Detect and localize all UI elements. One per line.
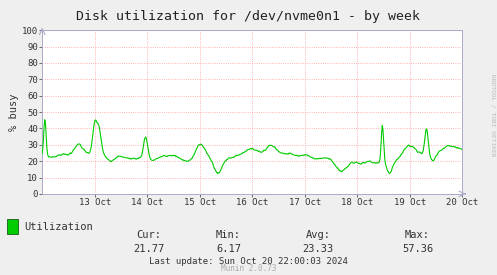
Text: Munin 2.0.73: Munin 2.0.73: [221, 264, 276, 273]
Text: Max:: Max:: [405, 230, 430, 240]
Text: Cur:: Cur:: [137, 230, 162, 240]
Text: 57.36: 57.36: [402, 244, 433, 254]
Text: 23.33: 23.33: [303, 244, 333, 254]
Y-axis label: % busy: % busy: [9, 93, 19, 131]
Text: Last update: Sun Oct 20 22:00:03 2024: Last update: Sun Oct 20 22:00:03 2024: [149, 257, 348, 266]
Text: 6.17: 6.17: [216, 244, 241, 254]
Text: Utilization: Utilization: [24, 222, 93, 232]
Text: 21.77: 21.77: [134, 244, 165, 254]
Text: RRDTOOL / TOBI OETIKER: RRDTOOL / TOBI OETIKER: [491, 74, 496, 157]
Text: Avg:: Avg:: [306, 230, 331, 240]
Text: Min:: Min:: [216, 230, 241, 240]
Text: Disk utilization for /dev/nvme0n1 - by week: Disk utilization for /dev/nvme0n1 - by w…: [77, 10, 420, 23]
